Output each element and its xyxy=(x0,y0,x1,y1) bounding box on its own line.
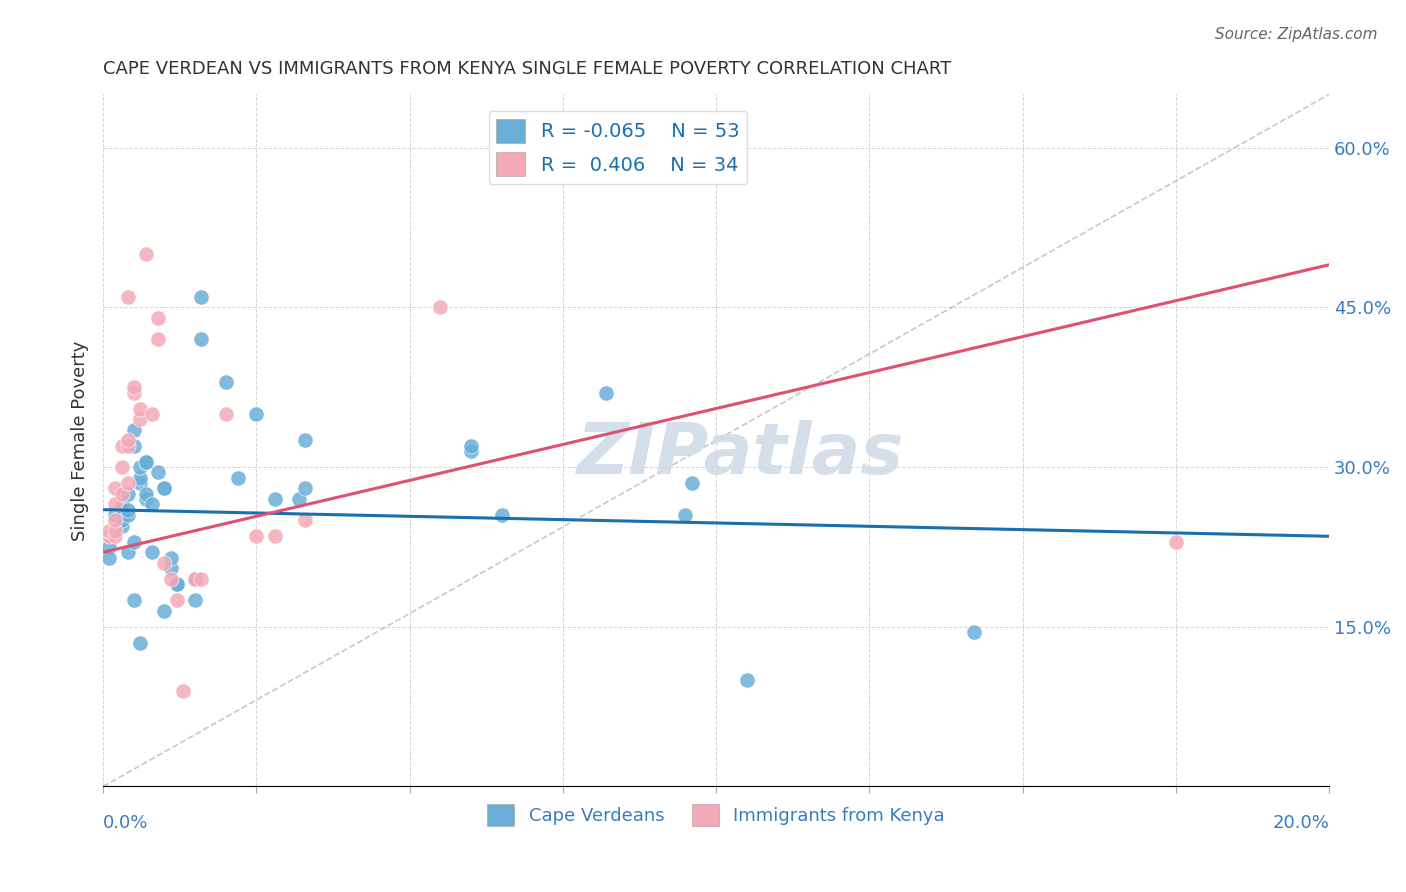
Point xyxy=(117,476,139,491)
Point xyxy=(110,502,132,516)
Point xyxy=(263,491,285,506)
Point xyxy=(110,497,132,511)
Point xyxy=(460,444,482,458)
Point xyxy=(159,561,181,575)
Point xyxy=(184,572,207,586)
Point xyxy=(135,491,157,506)
Text: 20.0%: 20.0% xyxy=(1272,814,1329,832)
Point xyxy=(166,593,188,607)
Point xyxy=(135,486,157,500)
Point xyxy=(129,412,152,426)
Point xyxy=(98,540,121,554)
Point xyxy=(104,508,127,522)
Point xyxy=(135,247,157,261)
Y-axis label: Single Female Poverty: Single Female Poverty xyxy=(72,340,89,541)
Point xyxy=(226,471,249,485)
Point xyxy=(117,439,139,453)
Point xyxy=(184,593,207,607)
Point xyxy=(245,529,267,543)
Point xyxy=(122,593,145,607)
Point xyxy=(122,439,145,453)
Point xyxy=(141,497,163,511)
Point xyxy=(294,481,316,495)
Point xyxy=(122,380,145,394)
Point xyxy=(110,486,132,500)
Point xyxy=(98,524,121,538)
Point xyxy=(962,625,984,640)
Point xyxy=(215,407,238,421)
Point xyxy=(110,513,132,527)
Point xyxy=(129,460,152,475)
Point xyxy=(190,290,212,304)
Point xyxy=(117,545,139,559)
Point xyxy=(117,508,139,522)
Point xyxy=(153,481,176,495)
Text: CAPE VERDEAN VS IMMIGRANTS FROM KENYA SINGLE FEMALE POVERTY CORRELATION CHART: CAPE VERDEAN VS IMMIGRANTS FROM KENYA SI… xyxy=(103,60,952,78)
Point xyxy=(190,332,212,346)
Point xyxy=(681,476,703,491)
Point xyxy=(153,556,176,570)
Point xyxy=(153,481,176,495)
Point xyxy=(129,471,152,485)
Point xyxy=(673,508,696,522)
Point xyxy=(245,407,267,421)
Point xyxy=(129,401,152,416)
Text: ZIPatlas: ZIPatlas xyxy=(576,420,904,489)
Point xyxy=(294,434,316,448)
Legend: Cape Verdeans, Immigrants from Kenya: Cape Verdeans, Immigrants from Kenya xyxy=(481,797,952,833)
Point xyxy=(129,636,152,650)
Point xyxy=(104,497,127,511)
Point xyxy=(129,476,152,491)
Point xyxy=(110,460,132,475)
Text: 0.0%: 0.0% xyxy=(103,814,149,832)
Point xyxy=(110,518,132,533)
Point xyxy=(148,332,170,346)
Text: Source: ZipAtlas.com: Source: ZipAtlas.com xyxy=(1215,27,1378,42)
Point xyxy=(110,439,132,453)
Point xyxy=(166,577,188,591)
Point xyxy=(104,524,127,538)
Point xyxy=(294,513,316,527)
Point xyxy=(190,572,212,586)
Point xyxy=(491,508,513,522)
Point xyxy=(98,529,121,543)
Point xyxy=(122,534,145,549)
Point xyxy=(148,311,170,326)
Point xyxy=(184,572,207,586)
Point xyxy=(288,491,311,506)
Point xyxy=(172,683,194,698)
Point xyxy=(117,434,139,448)
Point xyxy=(159,550,181,565)
Point xyxy=(104,513,127,527)
Point xyxy=(122,423,145,437)
Point xyxy=(98,550,121,565)
Point xyxy=(166,577,188,591)
Point xyxy=(104,529,127,543)
Point xyxy=(429,301,451,315)
Point xyxy=(735,673,758,687)
Point xyxy=(460,439,482,453)
Point xyxy=(148,466,170,480)
Point xyxy=(141,545,163,559)
Point xyxy=(117,486,139,500)
Point xyxy=(135,455,157,469)
Point xyxy=(215,375,238,389)
Point xyxy=(159,572,181,586)
Point xyxy=(104,524,127,538)
Point xyxy=(595,385,617,400)
Point xyxy=(135,455,157,469)
Point xyxy=(117,290,139,304)
Point xyxy=(1164,534,1187,549)
Point xyxy=(122,385,145,400)
Point xyxy=(141,407,163,421)
Point xyxy=(263,529,285,543)
Point xyxy=(117,502,139,516)
Point xyxy=(104,481,127,495)
Point xyxy=(153,604,176,618)
